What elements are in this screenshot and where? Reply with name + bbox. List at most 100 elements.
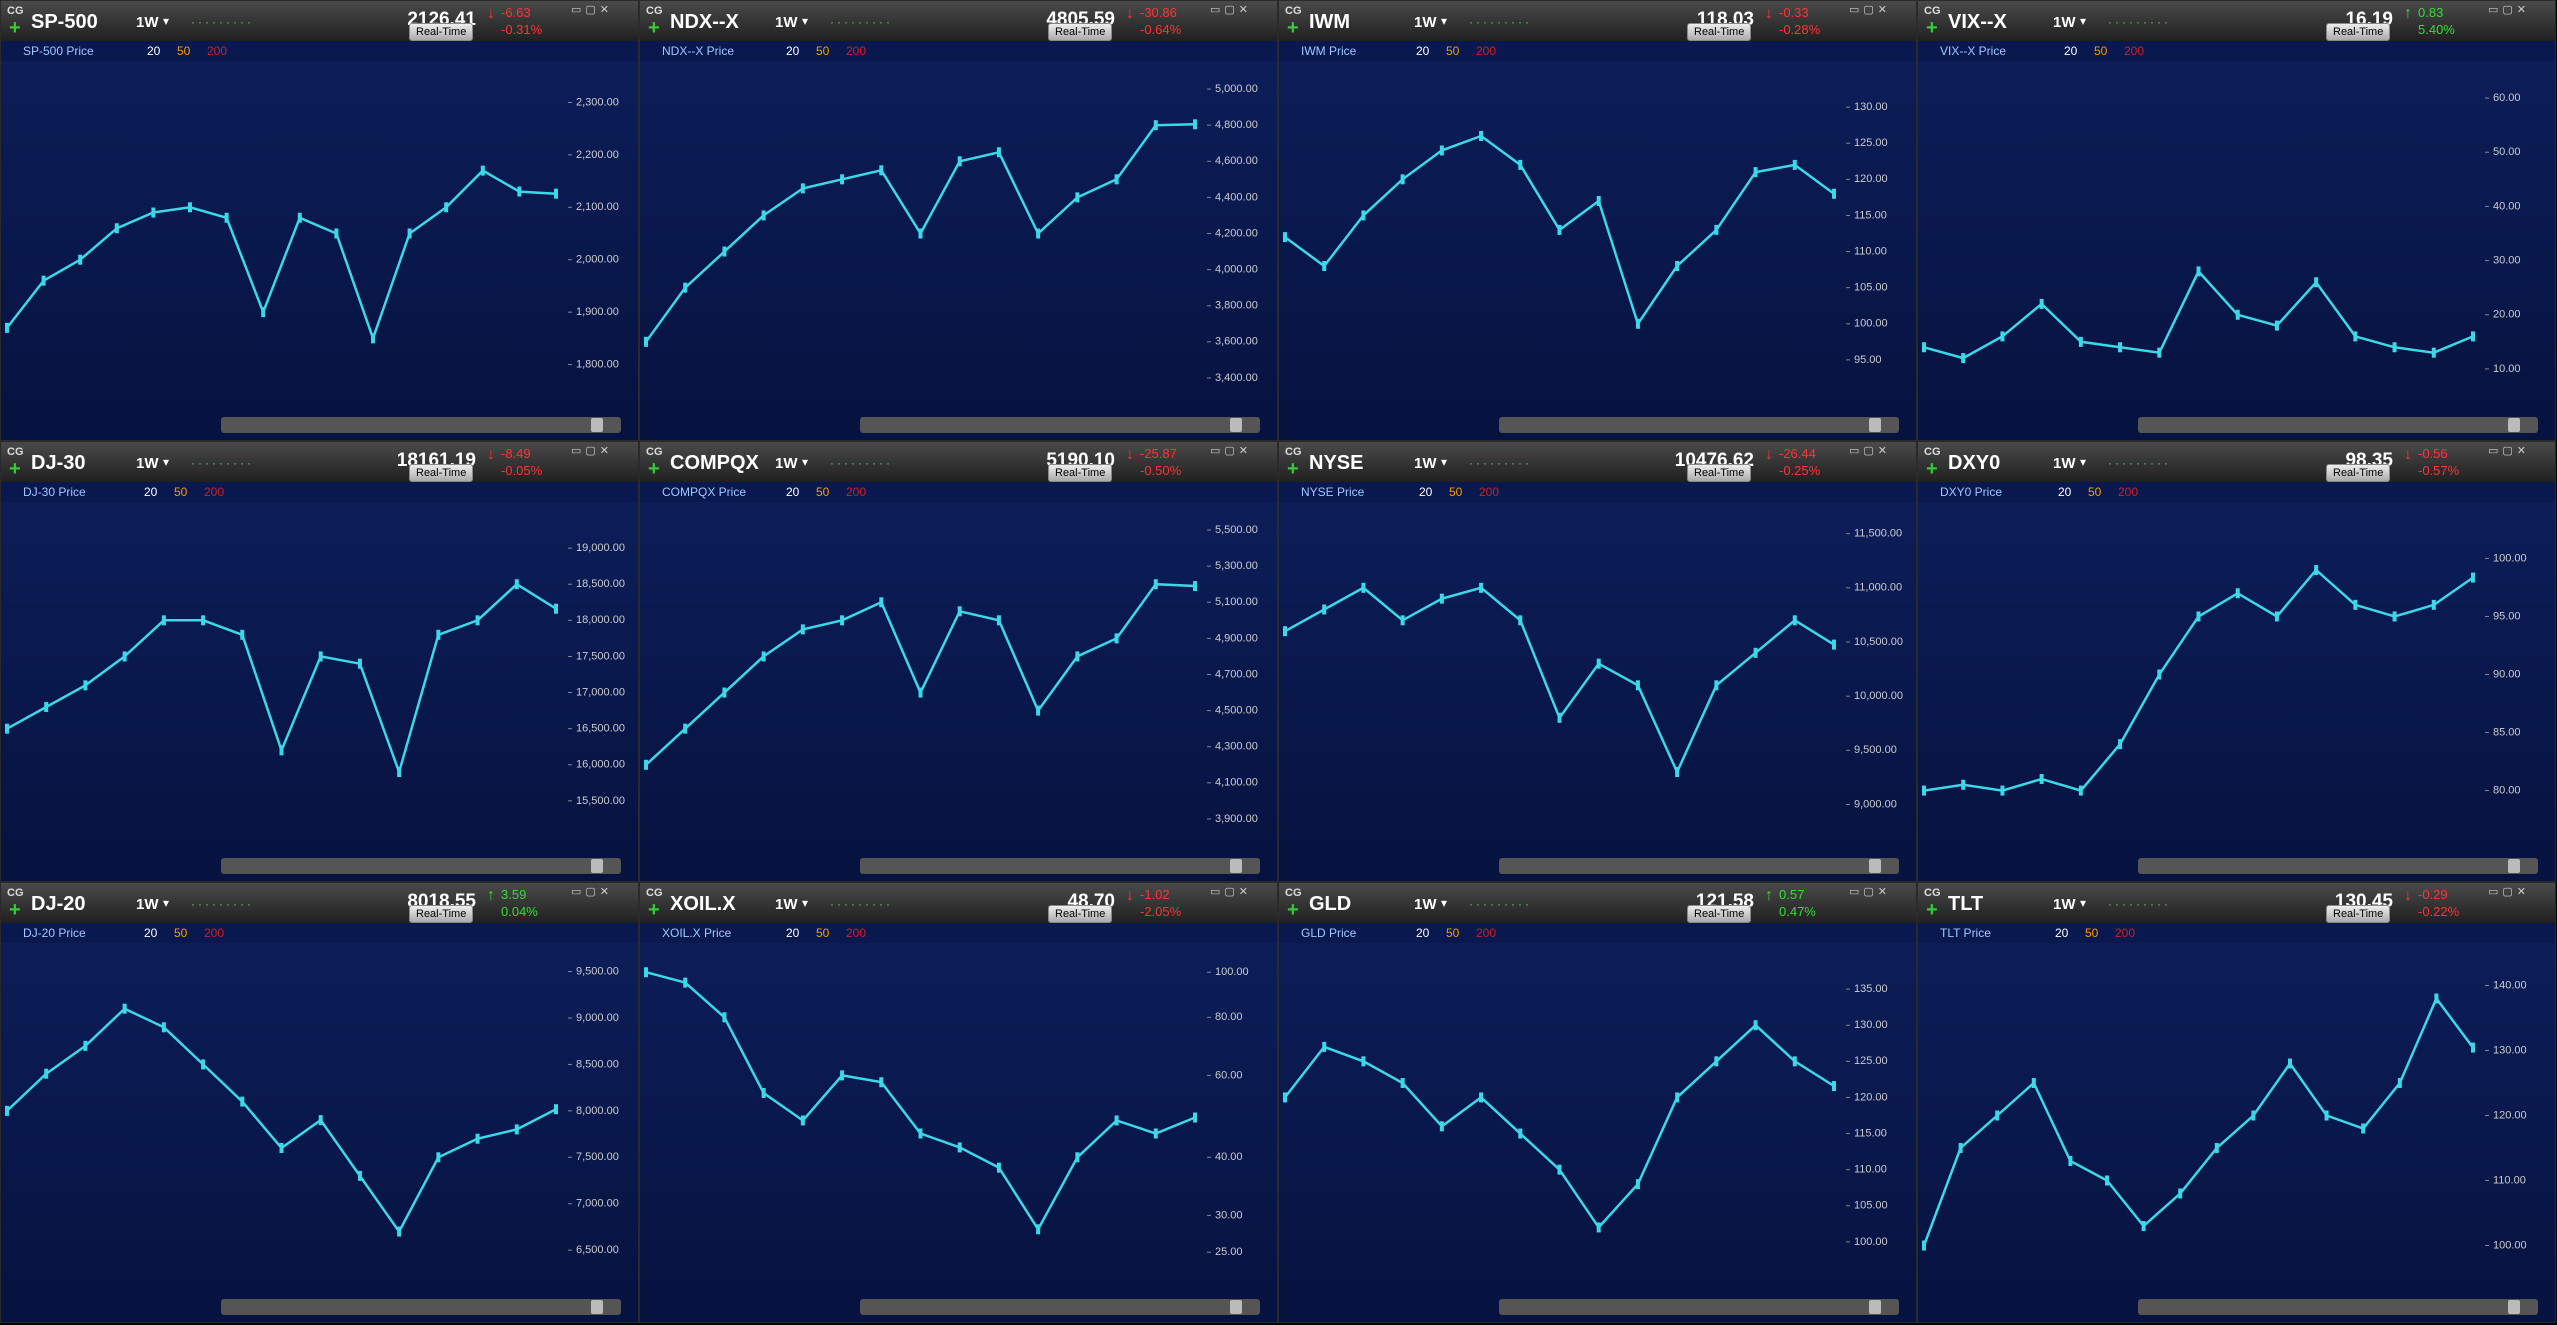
candle [2274,611,2279,622]
symbol[interactable]: NYSE [1309,452,1364,474]
interval[interactable]: 1W [136,896,159,913]
candle [1961,779,1966,790]
symbol[interactable]: SP-500 [31,11,98,33]
candle [840,174,845,185]
panel-header: CG + VIX--X 1W ▾ ········· 16.19 Real-Time ↑ 0.83… [1918,1,2555,41]
scrollbar[interactable] [1499,858,1899,874]
scrollbar[interactable] [860,1299,1260,1315]
ma-legend: 50 [174,485,188,499]
change: -25.87 [1140,446,1177,461]
y-tick-label: 3,400.00 [1215,372,1258,384]
realtime-button[interactable]: Real-Time [1687,23,1752,41]
y-tick-label: 19,000.00 [576,542,625,554]
realtime-button[interactable]: Real-Time [409,464,474,482]
candle [371,333,375,344]
interval[interactable]: 1W [2053,455,2076,472]
price-line [1923,568,2474,793]
scrollbar[interactable] [221,1299,621,1315]
scroll-thumb[interactable] [2508,1300,2520,1314]
chart-panel: CG + VIX--X 1W ▾ ········· 16.19 Real-Time ↑ 0.83… [1917,0,2556,441]
price-line [6,169,557,343]
interval[interactable]: 1W [136,455,159,472]
interval[interactable]: 1W [1414,14,1437,31]
interval[interactable]: 1W [775,14,798,31]
scroll-thumb[interactable] [591,859,603,873]
symbol[interactable]: VIX--X [1948,11,2007,33]
scroll-thumb[interactable] [2508,418,2520,432]
symbol[interactable]: XOIL.X [670,893,736,915]
realtime-button[interactable]: Real-Time [2326,23,2391,41]
candle [957,1142,962,1153]
candle [1479,131,1484,141]
interval[interactable]: 1W [1414,455,1437,472]
interval[interactable]: 1W [2053,14,2076,31]
realtime-button[interactable]: Real-Time [409,23,474,41]
realtime-button[interactable]: Real-Time [409,905,474,923]
toolbar-dots: ········· [830,456,893,470]
symbol[interactable]: COMPQX [670,452,759,474]
symbol[interactable]: TLT [1948,893,1984,915]
toolbar-dots: ········· [2108,15,2171,29]
realtime-button[interactable]: Real-Time [2326,464,2391,482]
candle [1922,342,1926,353]
candle [800,624,805,635]
symbol[interactable]: GLD [1309,893,1352,915]
symbol[interactable]: DJ-30 [31,452,86,474]
y-tick-label: 130.00 [2493,1044,2527,1056]
candle [318,651,323,662]
scrollbar[interactable] [2138,417,2538,433]
scrollbar[interactable] [860,858,1260,874]
scrollbar[interactable] [1499,1299,1899,1315]
realtime-button[interactable]: Real-Time [1048,905,1113,923]
realtime-button[interactable]: Real-Time [1687,464,1752,482]
candle [1479,1092,1484,1103]
interval[interactable]: 1W [775,455,798,472]
pct-change: -0.57% [2418,463,2460,478]
interval[interactable]: 1W [1414,896,1437,913]
y-tick-label: 115.00 [1854,209,1887,221]
scroll-thumb[interactable] [591,1300,603,1314]
y-tick-label: 115.00 [1854,1127,1887,1139]
scrollbar[interactable] [221,417,621,433]
y-tick-label: 125.00 [1854,1055,1888,1067]
scroll-thumb[interactable] [1230,859,1242,873]
chart-panel: CG + GLD 1W ▾ ········· 121.58 Real-Time ↑ 0.57 0.… [1278,882,1917,1323]
candle [1714,224,1719,235]
symbol[interactable]: IWM [1309,11,1351,33]
realtime-button[interactable]: Real-Time [2326,905,2391,923]
scrollbar[interactable] [2138,858,2538,874]
realtime-button[interactable]: Real-Time [1687,905,1752,923]
scrollbar[interactable] [2138,1299,2538,1315]
panel-header: CG + SP-500 1W ▾ ········· 2126.41 Real-Time ↓ -6… [1,1,638,41]
scroll-thumb[interactable] [1230,1300,1242,1314]
change-arrow: ↓ [487,446,495,463]
interval[interactable]: 1W [775,896,798,913]
scrollbar[interactable] [860,417,1260,433]
candle [2105,1175,2109,1186]
scroll-thumb[interactable] [1869,1300,1881,1314]
scrollbar[interactable] [221,858,621,874]
realtime-button[interactable]: Real-Time [1048,23,1113,41]
candle [2431,599,2436,610]
candle [1675,767,1680,777]
scrollbar[interactable] [1499,417,1899,433]
interval[interactable]: 1W [2053,896,2076,913]
scroll-thumb[interactable] [1230,418,1242,432]
toolbar-dots: ········· [1469,456,1532,470]
interval-arrow: ▾ [2080,896,2087,910]
change: -0.29 [2418,887,2448,902]
scroll-thumb[interactable] [1869,859,1881,873]
interval[interactable]: 1W [136,14,159,31]
symbol[interactable]: DJ-20 [31,893,86,915]
scroll-thumb[interactable] [1869,418,1881,432]
price-line [1922,996,2475,1246]
realtime-button[interactable]: Real-Time [1048,464,1113,482]
scroll-thumb[interactable] [591,418,603,432]
symbol[interactable]: DXY0 [1948,452,2001,474]
ma-legend: 200 [204,485,225,499]
scroll-thumb[interactable] [2508,859,2520,873]
panel-header: CG + COMPQX 1W ▾ ········· 5190.10 Real-Time ↓ -2… [640,442,1277,482]
symbol[interactable]: NDX--X [670,11,739,33]
candle [2118,739,2123,750]
y-tick-label: 4,900.00 [1215,632,1258,644]
